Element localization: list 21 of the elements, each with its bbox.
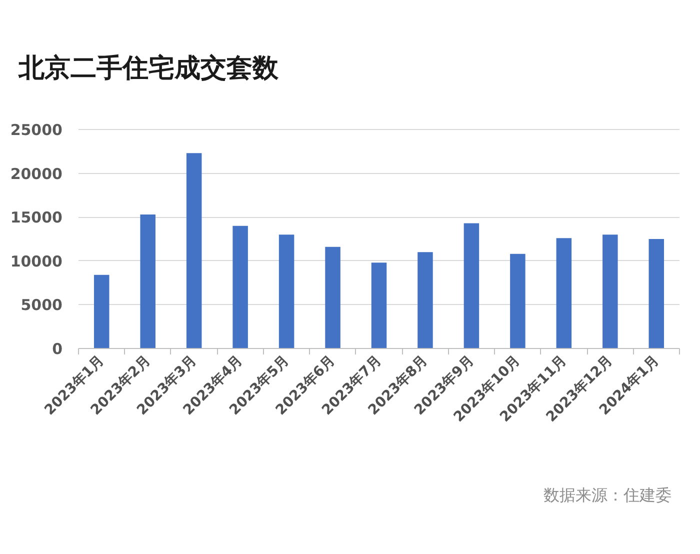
y-tick-label: 20000 xyxy=(10,164,62,183)
bar xyxy=(464,223,480,348)
y-tick-label: 10000 xyxy=(10,252,62,270)
bar xyxy=(232,226,248,348)
bar xyxy=(278,234,294,348)
bar xyxy=(648,239,664,348)
bar xyxy=(325,246,340,348)
y-tick-label: 5000 xyxy=(20,296,62,314)
chart-title: 北京二手住宅成交套数 xyxy=(18,54,280,84)
bar xyxy=(140,214,156,348)
bar xyxy=(602,234,618,348)
y-tick-label: 25000 xyxy=(10,121,62,139)
source-note: 数据来源：住建委 xyxy=(544,486,672,504)
y-tick-label: 15000 xyxy=(10,208,62,227)
bar xyxy=(418,252,433,348)
bar xyxy=(94,274,110,348)
bar xyxy=(556,238,572,348)
bar xyxy=(371,262,387,348)
bar xyxy=(510,254,526,348)
y-tick-label: 0 xyxy=(52,340,62,358)
bar xyxy=(186,153,202,348)
